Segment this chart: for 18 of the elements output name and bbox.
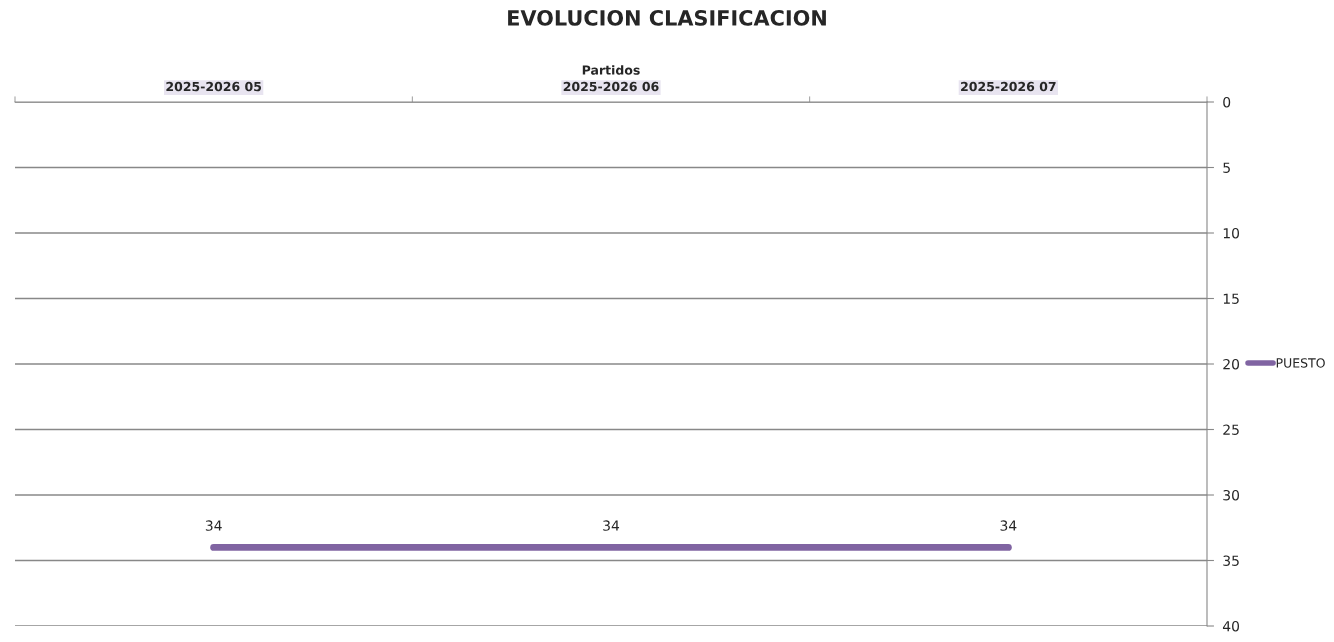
data-label: 34	[1000, 520, 1017, 531]
data-label: 34	[603, 520, 620, 531]
y-tick-label: 25	[1223, 424, 1239, 435]
y-tick-label: 0	[1223, 96, 1231, 108]
chart-title: EVOLUCION CLASIFICACION	[508, 10, 826, 26]
y-tick-label: 10	[1223, 227, 1240, 239]
y-tick-label: 5	[1223, 162, 1230, 173]
y-tick-label: 35	[1223, 555, 1239, 566]
data-label: 34	[205, 520, 222, 531]
x-tick-label: 2025-2026 07	[961, 81, 1056, 92]
y-tick-label: 20	[1223, 358, 1240, 370]
y-tick-label: 40	[1222, 620, 1240, 632]
x-tick-label: 2025-2026 05	[166, 81, 262, 92]
x-tick-label: 2025-2026 06	[563, 81, 659, 92]
y-tick-label: 15	[1223, 293, 1239, 304]
y-tick-label: 30	[1223, 489, 1240, 501]
x-axis-title: Partidos	[582, 65, 640, 75]
legend-label: PUESTO	[1276, 358, 1325, 368]
